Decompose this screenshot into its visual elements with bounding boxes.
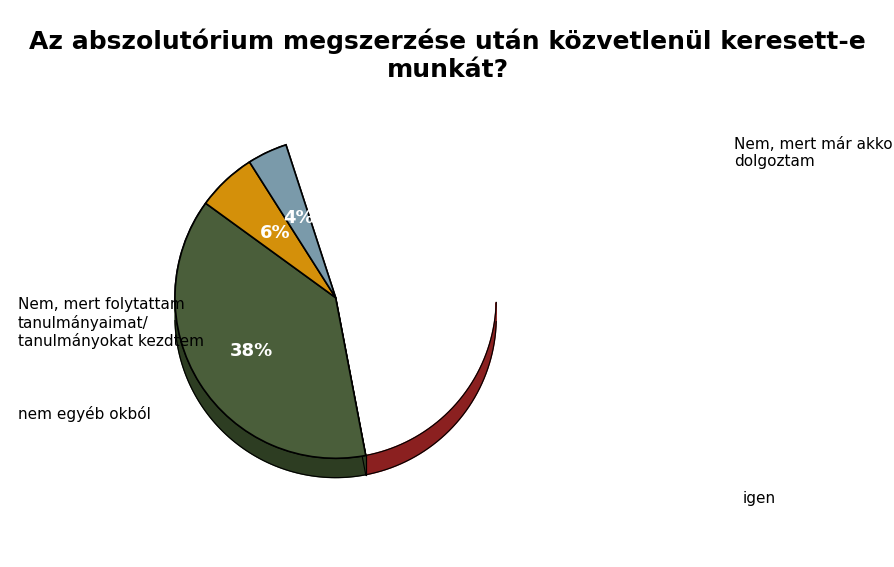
Polygon shape <box>335 298 366 475</box>
Wedge shape <box>175 145 366 458</box>
Text: Az abszolutórium megszerzése után közvetlenül keresett-e
munkát?: Az abszolutórium megszerzése után közvet… <box>30 28 864 82</box>
Text: 6%: 6% <box>259 225 291 242</box>
Text: nem egyéb okból: nem egyéb okból <box>18 406 150 422</box>
Polygon shape <box>175 301 366 477</box>
Wedge shape <box>206 162 335 298</box>
Text: igen: igen <box>742 492 775 506</box>
Text: 4%: 4% <box>283 209 313 227</box>
Text: Nem, mert már akkor is
dolgoztam: Nem, mert már akkor is dolgoztam <box>733 137 894 170</box>
Wedge shape <box>249 145 335 298</box>
Text: 38%: 38% <box>230 342 273 360</box>
Polygon shape <box>335 298 366 475</box>
Text: Nem, mert folytattam
tanulmányaimat/
tanulmányokat kezdtem: Nem, mert folytattam tanulmányaimat/ tan… <box>18 297 204 349</box>
Polygon shape <box>366 302 495 475</box>
Wedge shape <box>175 203 366 458</box>
Text: 52%: 52% <box>404 265 447 284</box>
